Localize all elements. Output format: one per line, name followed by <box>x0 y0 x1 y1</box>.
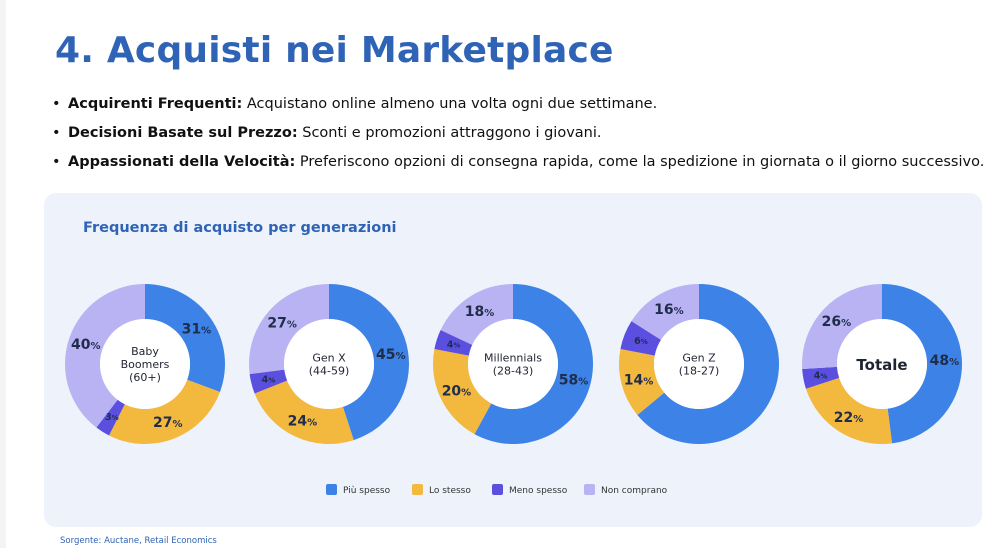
donut-slice <box>474 284 593 444</box>
donut-center-label: (60+) <box>129 371 161 384</box>
slice-label: 45% <box>376 347 406 363</box>
legend-swatch <box>412 484 423 495</box>
legend-item: Più spesso <box>326 484 390 498</box>
donut-slice <box>145 284 226 393</box>
bullet-bold: Appassionati della Velocità: <box>68 154 296 170</box>
chart-title: Frequenza di acquisto per generazioni <box>83 220 397 236</box>
legend-swatch <box>326 484 337 495</box>
donut-slice <box>802 366 840 389</box>
bullet-bold: Acquirenti Frequenti: <box>68 96 243 112</box>
legend-item: Lo stesso <box>412 484 471 498</box>
legend-label: Lo stesso <box>429 486 471 496</box>
legend-label: Non comprano <box>601 486 668 496</box>
donut-slice <box>329 284 410 441</box>
bullet-dot: • <box>52 96 61 112</box>
slice-label: 4% <box>262 375 276 386</box>
donut-slice <box>805 377 893 444</box>
legend-swatch <box>584 484 595 495</box>
donut-hole <box>468 319 558 409</box>
donut-center-label: Totale <box>856 356 907 374</box>
legend-item: Meno spesso <box>492 484 567 498</box>
donut-center-label: Gen X <box>312 352 346 365</box>
donut-slice <box>248 283 329 375</box>
donut-slice <box>619 349 665 415</box>
bullet-text: Preferiscono opzioni di consegna rapida,… <box>295 154 985 170</box>
donut-hole <box>654 319 744 409</box>
legend-label: Meno spesso <box>509 486 568 496</box>
donut-center-label: Boomers <box>121 358 170 371</box>
donut-slice <box>109 379 220 444</box>
slice-label: 14% <box>624 373 654 389</box>
bullet-text: Sconti e promozioni attraggono i giovani… <box>297 125 602 141</box>
slice-label: 40% <box>71 337 101 353</box>
source-note: Sorgente: Auctane, Retail Economics <box>60 536 217 546</box>
donut-center-label: (44-59) <box>309 365 350 378</box>
slice-label: 48% <box>930 353 960 369</box>
donut-hole <box>837 319 927 409</box>
slice-label: 26% <box>822 314 852 330</box>
bullet-dot: • <box>52 154 61 170</box>
bullet-text: Acquistano online almeno una volta ogni … <box>242 96 658 112</box>
donut-center-label: Millennials <box>484 352 542 365</box>
legend-label: Più spesso <box>343 486 391 496</box>
donut-slice <box>637 284 779 444</box>
legend-swatch <box>492 484 503 495</box>
slice-label: 3% <box>105 412 119 423</box>
donut-slice <box>434 329 473 356</box>
donut-4: 14% 6% 16% Gen Z(18-27) <box>619 284 779 444</box>
bullet-dot: • <box>52 125 61 141</box>
slice-label: 24% <box>288 414 318 430</box>
donut-5: 48% 22% 4% 26% Totale <box>802 284 963 444</box>
bullet-item: • Acquirenti Frequenti: Acquistano online… <box>52 92 992 121</box>
donut-slice <box>249 369 288 394</box>
donut-hole <box>284 319 374 409</box>
slice-label: 20% <box>442 384 472 400</box>
slice-label: 22% <box>834 410 864 426</box>
bullet-bold: Decisioni Basate sul Prezzo: <box>68 125 298 141</box>
donut-slice <box>433 349 492 435</box>
donut-center-label: (28-43) <box>493 365 534 378</box>
donut-slice <box>802 284 883 370</box>
donut-2: 45% 24% 4% 27% Gen X(44-59) <box>248 283 410 445</box>
slice-label: 6% <box>634 336 648 347</box>
slice-label: 27% <box>153 415 183 431</box>
left-edge-strip <box>0 0 6 548</box>
donut-slice <box>440 284 513 345</box>
legend-item: Non comprano <box>584 484 667 498</box>
donut-center-label: Baby <box>131 345 159 358</box>
donut-slice <box>631 284 699 340</box>
donut-center-label: (18-27) <box>679 365 720 378</box>
slice-label: 16% <box>654 302 684 318</box>
slice-label: 4% <box>447 340 461 351</box>
bullet-item: • Decisioni Basate sul Prezzo: Sconti e p… <box>52 121 992 150</box>
slice-label: 31% <box>182 321 212 337</box>
slice-label: 58% <box>559 373 589 389</box>
page-title: 4. Acquisti nei Marketplace <box>55 30 614 71</box>
donut-3: 58% 20% 4% 18% Millennials(28-43) <box>433 284 593 444</box>
donut-center-label: Gen Z <box>682 352 716 365</box>
bullet-list: • Acquirenti Frequenti: Acquistano online… <box>52 92 992 179</box>
donut-slice <box>254 380 354 445</box>
slice-label: 18% <box>465 304 495 320</box>
slice-label: 27% <box>267 316 297 332</box>
bullet-item: • Appassionati della Velocità: Preferisco… <box>52 150 992 179</box>
donut-hole <box>100 319 190 409</box>
donut-slice <box>96 399 125 436</box>
slice-label: 4% <box>814 371 828 382</box>
donut-slice <box>620 321 662 356</box>
donut-slice <box>882 284 963 444</box>
donut-slice <box>64 284 145 428</box>
